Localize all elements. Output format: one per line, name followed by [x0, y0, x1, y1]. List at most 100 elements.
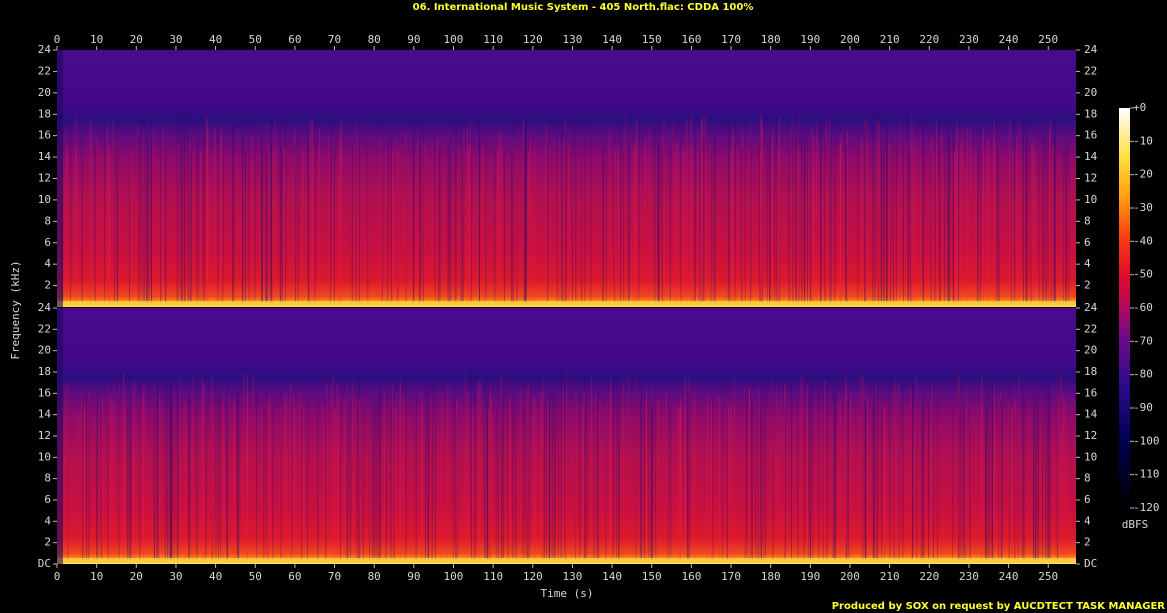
spectrogram-streak: [109, 152, 110, 303]
spectrogram-streak: [712, 397, 714, 560]
spectrogram-streak: [130, 394, 132, 560]
spectrogram-streak: [285, 116, 287, 303]
spectrogram-streak: [139, 398, 141, 560]
spectrogram-streak: [784, 384, 786, 560]
x-tick-label: 190: [800, 33, 820, 46]
spectrogram-streak: [694, 399, 696, 560]
spectrogram-streak: [958, 383, 960, 560]
y-tick-label: 2: [44, 536, 51, 549]
spectrogram-streak: [220, 126, 222, 304]
spectrogram-streak: [157, 382, 159, 560]
spectrogram-streak: [150, 117, 152, 303]
y-tick-label: 10: [38, 193, 51, 206]
spectrogram-streak: [189, 396, 191, 560]
spectrogram-streak: [933, 377, 935, 560]
spectrogram-streak: [226, 387, 228, 560]
spectrogram-streak: [877, 120, 879, 303]
spectrogram-streak: [584, 402, 586, 560]
spectrogram-streak: [874, 403, 876, 560]
colorbar-tick-label: -50: [1133, 268, 1153, 281]
x-tick-label: 140: [602, 33, 622, 46]
spectrogram-streak: [431, 395, 432, 560]
spectrogram-streak: [795, 138, 797, 303]
spectrogram-streak: [835, 397, 837, 560]
spectrogram-streak: [96, 382, 98, 560]
spectrogram-streak: [694, 145, 696, 303]
spectrogram-streak: [793, 115, 794, 303]
spectrogram-streak: [242, 132, 243, 303]
spectrogram-streak: [206, 118, 208, 303]
spectrogram-streak: [1014, 114, 1016, 303]
spectrogram-streak: [147, 137, 148, 303]
y-tick-label: 6: [1084, 493, 1091, 506]
spectrogram-streak: [998, 395, 1000, 560]
spectrogram-streak: [568, 148, 569, 303]
colorbar-tick-label: -100: [1133, 434, 1160, 447]
spectrogram-streak: [422, 127, 424, 303]
y-tick-label: 10: [38, 450, 51, 463]
spectrogram-streak: [832, 405, 834, 560]
spectrogram-streak: [654, 127, 656, 303]
spectrogram-streak: [957, 373, 959, 560]
y-tick-label: 18: [38, 365, 51, 378]
spectrogram-streak: [686, 120, 688, 304]
spectrogram-streak: [398, 148, 400, 303]
spectrogram-streak: [864, 399, 866, 560]
spectrogram-streak: [171, 377, 173, 560]
spectrogram-streak: [344, 399, 346, 560]
y-tick-label: 18: [1084, 365, 1097, 378]
x-tick-label: 180: [761, 33, 781, 46]
spectrogram-streak: [169, 379, 171, 560]
spectrogram-streak: [197, 129, 199, 303]
spectrogram-streak: [919, 129, 921, 303]
x-tick-label: 190: [800, 570, 820, 583]
spectrogram-streak: [81, 132, 83, 303]
spectrogram-streak: [779, 116, 780, 303]
spectrogram-streak: [952, 128, 954, 303]
spectrogram-streak: [533, 396, 535, 560]
colorbar-label: dBFS: [1122, 518, 1149, 531]
x-axis-label: Time (s): [541, 587, 594, 600]
spectrogram-streak: [472, 406, 474, 560]
spectrogram-streak: [703, 135, 705, 303]
spectrogram-streak: [953, 152, 955, 303]
spectrogram-streak: [178, 117, 179, 303]
spectrogram-streak: [667, 398, 669, 560]
spectrogram-streak: [707, 392, 709, 560]
spectrogram-streak: [326, 383, 328, 560]
spectrogram-streak: [143, 125, 145, 304]
y-tick-label: 22: [1084, 64, 1097, 77]
spectrogram-streak: [299, 389, 301, 560]
spectrogram-streak: [797, 394, 799, 560]
spectrogram-streak: [903, 149, 904, 303]
spectrogram-streak: [609, 385, 611, 560]
spectrogram-streak: [507, 390, 509, 560]
spectrogram-streak: [454, 129, 456, 303]
spectrogram-streak: [153, 129, 155, 303]
spectrogram-streak: [545, 124, 547, 303]
spectrogram-streak: [133, 379, 135, 560]
spectrogram-streak: [586, 398, 588, 560]
spectrogram-streak: [910, 150, 912, 303]
spectrogram-streak: [283, 394, 285, 560]
spectrogram-streak: [1068, 138, 1070, 303]
spectrogram-streak: [657, 148, 659, 303]
spectrogram-streak: [548, 379, 550, 560]
spectrogram-streak: [100, 398, 102, 560]
spectrogram-streak: [680, 139, 682, 303]
spectrogram-streak: [547, 144, 549, 303]
spectrogram-streak: [661, 149, 663, 303]
spectrogram-streak: [1038, 402, 1040, 560]
spectrogram-streak: [977, 147, 979, 303]
spectrogram-streak: [189, 152, 191, 303]
spectrogram-streak: [886, 128, 888, 303]
spectrogram-streak: [503, 151, 505, 303]
spectrogram-streak: [434, 381, 436, 560]
spectrogram-streak: [384, 391, 386, 560]
spectrogram-streak: [672, 121, 674, 303]
y-tick-label: 2: [1084, 536, 1091, 549]
spectrogram-streak: [248, 118, 250, 303]
spectrogram-streak: [222, 141, 224, 303]
spectrogram-streak: [774, 148, 776, 303]
spectrogram-streak: [512, 139, 514, 303]
